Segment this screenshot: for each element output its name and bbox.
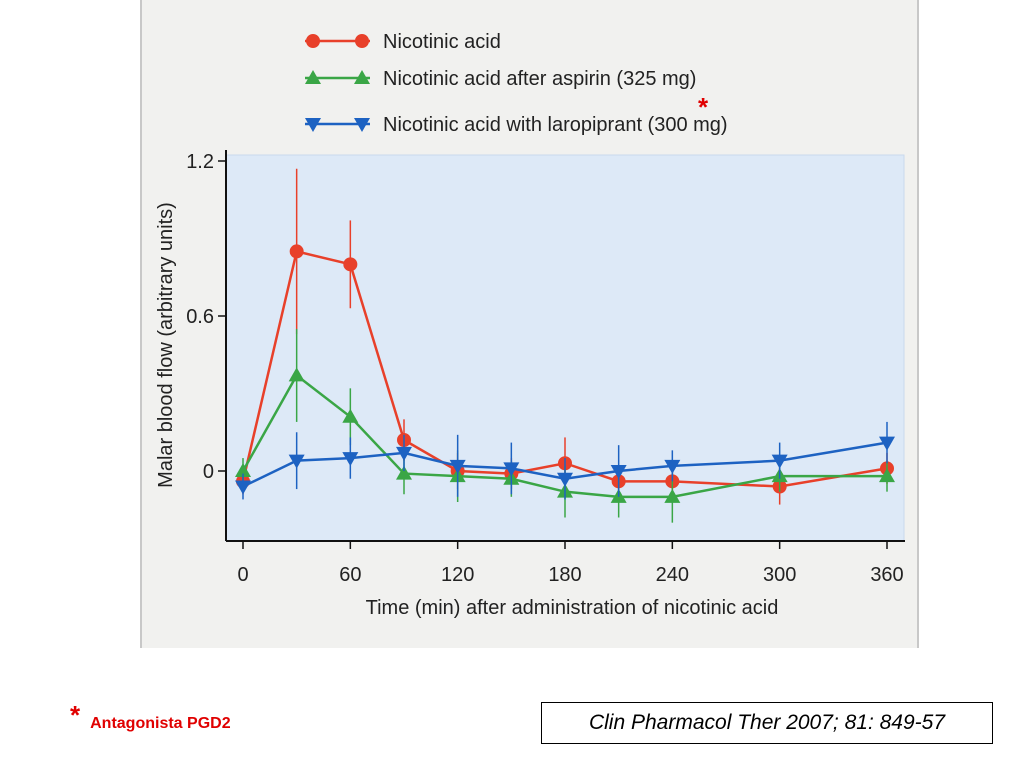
legend-entry-3: Nicotinic acid with laropiprant (300 mg) <box>305 114 728 136</box>
series-3 <box>235 421 895 500</box>
data-point <box>879 468 895 483</box>
x-tick-label: 180 <box>548 564 581 586</box>
data-point <box>289 244 304 259</box>
legend-entry-1: Nicotinic acid <box>305 31 501 53</box>
data-point <box>235 480 251 495</box>
data-point <box>664 488 681 503</box>
data-point <box>503 462 520 477</box>
citation-text: Clin Pharmacol Ther 2007; 81: 849-57 <box>588 711 946 734</box>
citation-box: Clin Pharmacol Ther 2007; 81: 849-57 <box>541 702 993 744</box>
data-point <box>879 436 895 451</box>
data-point <box>396 465 412 480</box>
data-point <box>449 459 466 474</box>
legend-label: Nicotinic acid <box>383 31 501 53</box>
data-point <box>610 465 627 479</box>
y-tick-label: 0 <box>203 461 214 483</box>
data-point <box>288 367 305 382</box>
x-tick-label: 360 <box>870 564 903 586</box>
y-tick-label: 1.2 <box>186 151 214 173</box>
data-point <box>343 257 358 272</box>
data-point <box>342 408 359 423</box>
x-tick-label: 120 <box>441 564 474 586</box>
x-tick-label: 240 <box>656 564 689 586</box>
x-tick-label: 0 <box>237 564 248 586</box>
legend-marker <box>306 34 320 48</box>
y-tick-label: 0.6 <box>186 306 214 328</box>
legend-marker <box>305 70 321 84</box>
x-tick-label: 60 <box>339 564 361 586</box>
footnote-asterisk: * <box>70 700 81 730</box>
x-tick-label: 300 <box>763 564 796 586</box>
footnote-text: Antagonista PGD2 <box>90 715 231 732</box>
data-point <box>557 472 573 487</box>
legend-marker <box>354 70 370 84</box>
legend-entry-2: Nicotinic acid after aspirin (325 mg) <box>305 68 696 90</box>
footnote: * Antagonista PGD2 <box>70 700 231 733</box>
data-point <box>235 463 251 477</box>
data-point <box>342 452 359 467</box>
data-point <box>288 454 305 469</box>
x-axis-label: Time (min) after administration of nicot… <box>366 597 779 619</box>
data-point <box>664 459 681 474</box>
data-point <box>771 454 788 469</box>
y-axis-label: Malar blood flow (arbitrary units) <box>155 202 177 488</box>
legend-marker <box>305 118 321 132</box>
legend-marker <box>354 118 370 132</box>
legend-marker <box>355 34 369 48</box>
legend-asterisk: * <box>698 92 709 122</box>
legend-label: Nicotinic acid with laropiprant (300 mg) <box>383 114 728 136</box>
data-point <box>396 446 412 461</box>
legend-label: Nicotinic acid after aspirin (325 mg) <box>383 68 696 90</box>
